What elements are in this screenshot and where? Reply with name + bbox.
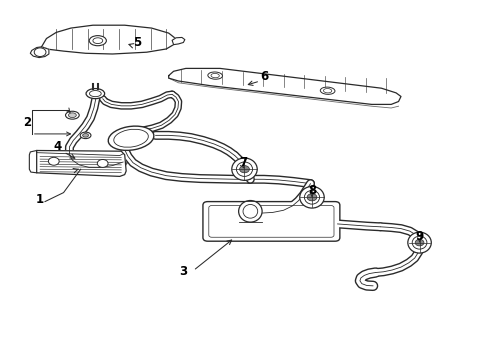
Polygon shape — [172, 37, 184, 45]
Circle shape — [239, 166, 249, 173]
Ellipse shape — [299, 186, 324, 208]
Circle shape — [97, 159, 108, 167]
Ellipse shape — [231, 158, 257, 180]
Polygon shape — [37, 150, 126, 176]
Polygon shape — [41, 25, 176, 54]
Text: 3: 3 — [179, 265, 187, 278]
Circle shape — [414, 239, 423, 246]
Text: 4: 4 — [54, 140, 61, 153]
Circle shape — [48, 157, 59, 165]
Text: 7: 7 — [239, 156, 247, 169]
Polygon shape — [168, 68, 400, 104]
Ellipse shape — [320, 87, 334, 94]
Ellipse shape — [80, 132, 91, 139]
Text: 8: 8 — [307, 184, 315, 197]
Ellipse shape — [68, 113, 76, 117]
Ellipse shape — [238, 201, 262, 222]
Ellipse shape — [86, 89, 104, 99]
Ellipse shape — [89, 36, 106, 46]
FancyBboxPatch shape — [203, 202, 339, 241]
Ellipse shape — [108, 126, 154, 150]
Ellipse shape — [407, 232, 430, 253]
Polygon shape — [30, 47, 49, 58]
Ellipse shape — [207, 72, 222, 79]
Text: 5: 5 — [133, 36, 141, 49]
Text: 9: 9 — [415, 230, 423, 243]
Text: 2: 2 — [23, 116, 31, 129]
Circle shape — [306, 194, 316, 201]
Ellipse shape — [65, 111, 79, 119]
FancyBboxPatch shape — [208, 206, 333, 237]
Ellipse shape — [82, 134, 88, 137]
Text: 6: 6 — [260, 70, 267, 83]
Text: 1: 1 — [36, 193, 44, 206]
